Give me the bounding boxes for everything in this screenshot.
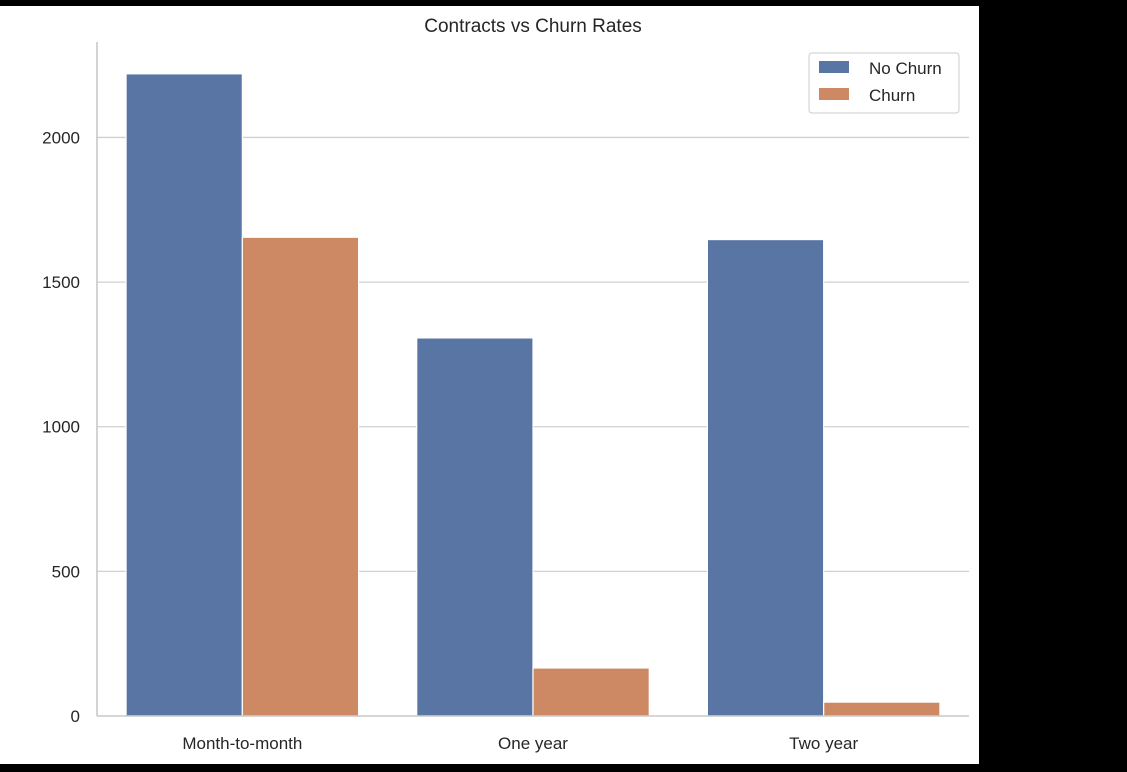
legend: No Churn Churn (808, 52, 960, 114)
bar-churn-one-year (532, 667, 650, 717)
legend-swatch (819, 88, 849, 100)
y-tick-label: 1000 (42, 418, 80, 437)
x-tick-labels: Month-to-month One year Two year (182, 734, 858, 753)
y-tick-label: 0 (71, 707, 80, 726)
y-tick-labels: 0 500 1000 1500 2000 (42, 128, 80, 726)
bars (125, 73, 941, 717)
x-tick-label: One year (498, 734, 568, 753)
legend-label: No Churn (869, 59, 942, 78)
x-tick-label: Month-to-month (182, 734, 302, 753)
y-tick-label: 2000 (42, 128, 80, 147)
y-tick-label: 500 (52, 562, 80, 581)
bar-no-churn-one-year (416, 337, 534, 717)
bar-no-churn-month-to-month (125, 73, 243, 717)
y-tick-label: 1500 (42, 273, 80, 292)
legend-swatch (819, 61, 849, 73)
chart-title: Contracts vs Churn Rates (424, 16, 642, 37)
bar-no-churn-two-year (706, 238, 825, 717)
axes (96, 42, 969, 717)
x-tick-label: Two year (789, 734, 858, 753)
legend-label: Churn (869, 86, 915, 105)
bar-churn-month-to-month (241, 236, 360, 717)
bar-churn-two-year (823, 701, 941, 717)
